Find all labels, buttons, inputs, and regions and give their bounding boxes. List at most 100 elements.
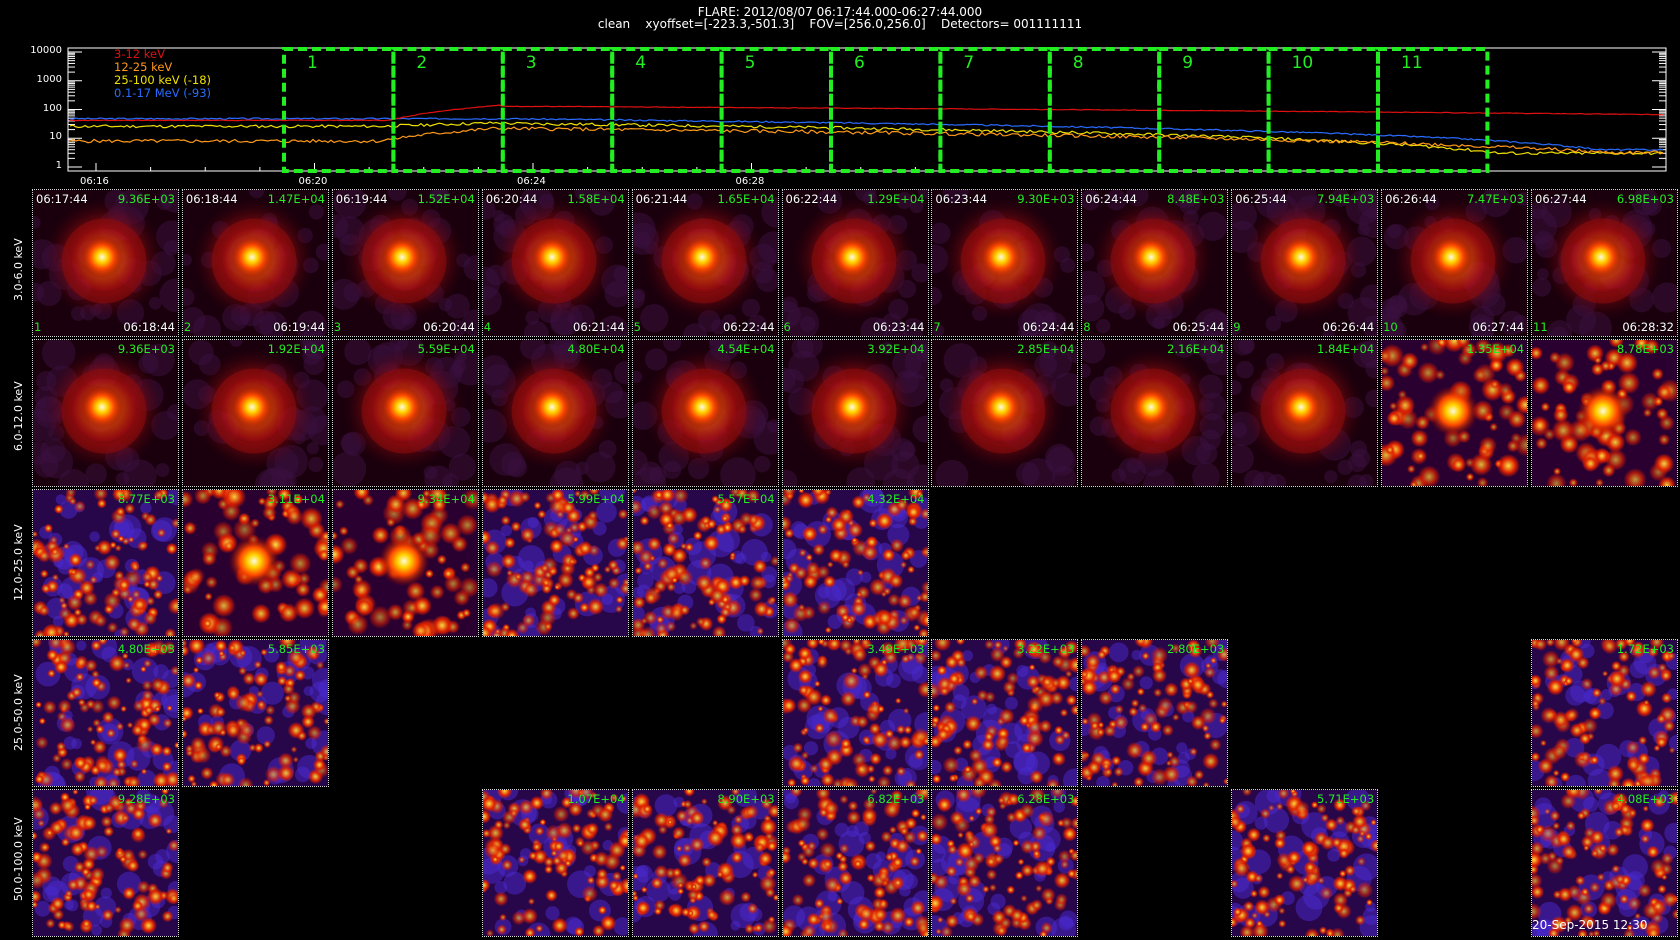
lightcurve-plot [67,47,1667,173]
energy-band-label: 6.0-12.0 keV [12,381,25,451]
interval-number: 4 [635,53,647,73]
interval-index: 1 [34,320,42,334]
creation-timestamp: 20-Sep-2015 12:30 [1532,918,1648,932]
x-tick-label: 06:24 [517,176,546,187]
x-tick-label: 06:20 [298,176,328,187]
peak-flux-label: 6.28E+03 [1017,792,1075,806]
hxr-image-cell: 8.78E+03 [1531,339,1678,487]
hxr-image-cell: 4.80E+03 [32,639,179,787]
interval-end-time: 06:23:44 [872,320,925,334]
interval-index: 4 [483,320,492,334]
hxr-image-cell: 3.92E+04 [781,339,929,487]
hxr-image-cell: 1.72E+03 [1531,639,1678,787]
hxr-image-cell: 1.84E+04 [1231,339,1379,487]
legend-entry: 3-12 keV [114,47,165,61]
hxr-image-cell: 2.85E+04 [931,339,1079,487]
peak-flux-label: 1.52E+04 [417,192,475,206]
hxr-image-cell: 9.30E+03 06:23:44 7 06:24:44 [931,189,1079,337]
interval-number: 11 [1401,53,1423,73]
peak-flux-label: 1.35E+04 [1466,342,1525,356]
interval-index: 10 [1383,320,1398,334]
hxr-image-cell: 9.28E+03 [32,789,179,937]
peak-flux-label: 9.34E+04 [417,492,475,506]
peak-flux-label: 1.07E+04 [567,792,625,806]
interval-box-4 [610,47,724,173]
hxr-image-cell: 1.58E+04 06:20:44 4 06:21:44 [481,189,629,337]
peak-flux-label: 5.57E+04 [717,492,775,506]
peak-flux-label: 3.49E+03 [867,642,925,656]
interval-number: 1 [307,53,318,73]
interval-end-time: 06:24:44 [1022,320,1075,334]
hxr-image-cell: 8.77E+03 [32,489,179,637]
hxr-image-cell: 3.49E+03 [781,639,929,787]
interval-box-11 [1376,47,1490,173]
hxr-image-cell: 3.22E+03 [931,639,1079,787]
peak-flux-label: 4.08E+03 [1616,792,1674,806]
peak-flux-label: 7.47E+03 [1466,192,1525,206]
energy-band-label: 50.0-100.0 keV [12,817,25,901]
peak-flux-label: 8.48E+03 [1167,192,1225,206]
interval-box-3 [500,47,615,173]
interval-box-5 [719,47,833,173]
peak-flux-label: 1.29E+04 [867,192,925,206]
interval-end-time: 06:20:44 [423,320,475,334]
hxr-image-cell: 2.80E+03 [1081,639,1229,787]
x-tick-label: 06:28 [735,176,765,187]
interval-index: 5 [633,320,641,334]
y-tick-label: 100 [42,102,62,114]
peak-flux-label: 4.80E+04 [567,342,625,356]
interval-start-time: 06:23:44 [935,192,988,206]
hxr-image-cell: 3.11E+04 [181,489,329,637]
peak-flux-label: 1.58E+04 [567,192,625,206]
peak-flux-label: 2.80E+03 [1167,642,1225,656]
interval-number: 9 [1182,53,1194,73]
interval-box-10 [1266,47,1380,173]
peak-flux-label: 9.36E+03 [117,342,175,356]
interval-start-time: 06:24:44 [1085,192,1137,206]
interval-index: 6 [783,320,791,334]
peak-flux-label: 1.47E+04 [267,192,325,206]
interval-number: 3 [525,53,537,73]
peak-flux-label: 5.99E+04 [567,492,625,506]
hxr-image-cell: 1.29E+04 06:22:44 6 06:23:44 [781,189,929,337]
interval-box-1 [282,47,396,173]
peak-flux-label: 5.59E+04 [417,342,475,356]
peak-flux-label: 4.54E+04 [717,342,775,356]
peak-flux-label: 3.22E+03 [1017,642,1075,656]
peak-flux-label: 8.78E+03 [1616,342,1674,356]
hxr-image-cell: 1.35E+04 [1381,339,1529,487]
energy-band-label: 3.0-6.0 keV [12,238,25,301]
interval-end-time: 06:27:44 [1472,320,1525,334]
interval-number: 6 [854,53,865,73]
interval-start-time: 06:26:44 [1385,192,1437,206]
interval-index: 7 [933,320,941,334]
peak-flux-label: 1.72E+03 [1616,642,1674,656]
yellow-curve [69,121,1664,156]
y-tick-label: 10 [49,131,62,143]
x-tick-label: 06:16 [80,176,109,187]
interval-number: 10 [1291,53,1314,73]
legend-entry: 25-100 keV (-18) [114,73,211,87]
red-curve [70,104,1664,122]
interval-box-2 [391,47,505,173]
peak-flux-label: 5.71E+03 [1317,792,1375,806]
interval-end-time: 06:28:32 [1622,320,1674,334]
interval-start-time: 06:25:44 [1235,192,1287,206]
peak-flux-label: 8.90E+03 [717,792,775,806]
interval-start-time: 06:22:44 [785,192,838,206]
energy-band-label: 25.0-50.0 keV [12,674,25,751]
legend-entry: 0.1-17 MeV (-93) [114,86,212,100]
interval-end-time: 06:25:44 [1172,320,1225,334]
peak-flux-label: 6.82E+03 [867,792,925,806]
energy-band-label: 12.0-25.0 keV [12,524,25,601]
legend-entry: 12-25 keV [114,60,173,74]
hxr-image-cell: 5.59E+04 [331,339,479,487]
orange-curve [69,126,1664,155]
hxr-image-cell: 5.85E+03 [181,639,329,787]
hxr-image-cell: 4.54E+04 [631,339,779,487]
interval-box-6 [829,47,943,173]
peak-flux-label: 5.85E+03 [267,642,325,656]
y-tick-label: 1 [55,160,62,171]
interval-box-8 [1047,47,1162,173]
hxr-image-cell: 1.65E+04 06:21:44 5 06:22:44 [631,189,779,337]
